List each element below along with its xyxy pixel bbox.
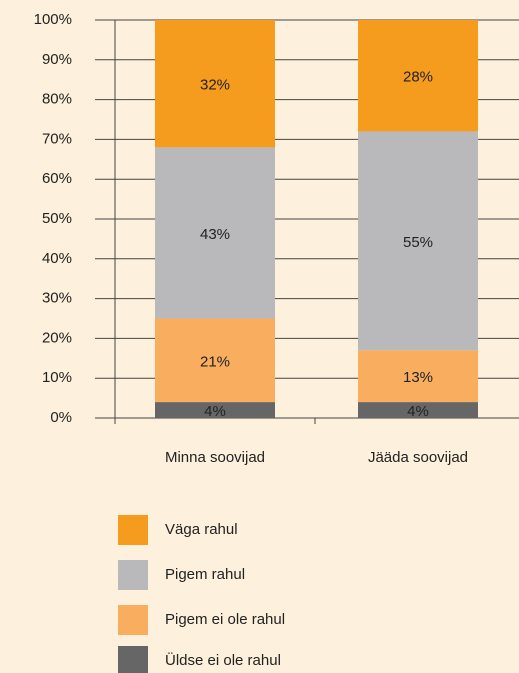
legend-label: Üldse ei ole rahul xyxy=(165,651,281,669)
y-tick-label: 0% xyxy=(50,409,72,426)
y-tick-label: 10% xyxy=(42,369,72,386)
y-tick-label: 20% xyxy=(42,329,72,346)
data-label: 21% xyxy=(200,353,230,370)
y-tick-label: 100% xyxy=(34,11,72,28)
legend-label: Pigem rahul xyxy=(165,566,245,583)
data-label: 32% xyxy=(200,77,230,94)
legend-swatch xyxy=(118,646,148,673)
bar-segment xyxy=(155,20,275,148)
bar-segment xyxy=(155,318,275,403)
bar-segment xyxy=(155,147,275,319)
data-label: 43% xyxy=(200,226,230,243)
y-tick-label: 90% xyxy=(42,51,72,68)
y-tick-label: 50% xyxy=(42,210,72,227)
y-tick-label: 60% xyxy=(42,170,72,187)
bar-segment xyxy=(358,20,478,132)
data-label: 4% xyxy=(407,403,429,420)
bar-segment xyxy=(358,402,478,418)
x-tick-label: Jääda soovijad xyxy=(368,449,468,466)
legend-label: Väga rahul xyxy=(165,521,238,538)
x-tick-label: Minna soovijad xyxy=(165,449,265,466)
y-tick-label: 40% xyxy=(42,250,72,267)
legend-label: Pigem ei ole rahul xyxy=(165,611,285,628)
data-label: 55% xyxy=(403,234,433,251)
legend-swatch xyxy=(118,605,148,635)
y-tick-label: 80% xyxy=(42,91,72,108)
bar-segment xyxy=(358,350,478,403)
data-label: 4% xyxy=(204,403,226,420)
data-label: 28% xyxy=(403,69,433,86)
data-label: 13% xyxy=(403,369,433,386)
y-tick-label: 70% xyxy=(42,130,72,147)
bar-segment xyxy=(155,402,275,418)
legend-swatch xyxy=(118,560,148,590)
bar-segment xyxy=(358,131,478,351)
legend-swatch xyxy=(118,515,148,545)
y-tick-label: 30% xyxy=(42,290,72,307)
